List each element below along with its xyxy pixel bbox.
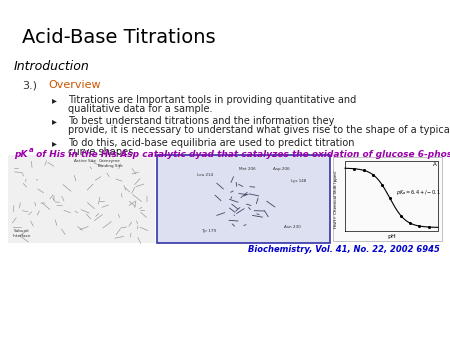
Text: A: A (433, 162, 437, 167)
Text: Active Site: Active Site (74, 159, 96, 163)
Text: Titrations are Important tools in providing quantitative and: Titrations are Important tools in provid… (68, 95, 356, 105)
Text: of His in the His·Asp catalytic dyad that catalyzes the oxidation of glucose 6-p: of His in the His·Asp catalytic dyad tha… (33, 150, 450, 159)
Text: Lys 148: Lys 148 (291, 179, 306, 183)
Text: a: a (29, 147, 34, 153)
Text: ▸: ▸ (52, 138, 57, 148)
Text: ▸: ▸ (52, 95, 57, 105)
Text: Acid-Base Titrations: Acid-Base Titrations (22, 28, 216, 47)
Text: ▸: ▸ (52, 116, 57, 126)
Text: pH: pH (387, 234, 396, 239)
Bar (8, 155, 155, 243)
Text: To best understand titrations and the information they: To best understand titrations and the in… (68, 116, 334, 126)
Text: Coenzyme
Binding Site: Coenzyme Binding Site (98, 159, 122, 168)
Text: qualitative data for a sample.: qualitative data for a sample. (68, 104, 212, 114)
Text: HisH+ Chemical Shift (ppm): HisH+ Chemical Shift (ppm) (334, 170, 338, 228)
Text: pK: pK (14, 150, 27, 159)
Text: Met 206: Met 206 (238, 167, 255, 171)
Text: Asp 206: Asp 206 (273, 167, 290, 171)
Text: Introduction: Introduction (14, 60, 90, 73)
Text: curve shapes.: curve shapes. (68, 147, 136, 157)
Text: Subunit
Interface: Subunit Interface (13, 229, 31, 238)
Text: provide, it is necessary to understand what gives rise to the shape of a typical: provide, it is necessary to understand w… (68, 125, 450, 135)
Bar (333, 157, 442, 241)
Text: 3.): 3.) (22, 80, 37, 90)
Text: Leu 214: Leu 214 (198, 173, 213, 177)
Text: To do this, acid-base equilibria are used to predict titration: To do this, acid-base equilibria are use… (68, 138, 355, 148)
Text: $pK_a = 6.4 +/- 0.1$: $pK_a = 6.4 +/- 0.1$ (396, 188, 441, 197)
Bar (157, 155, 330, 243)
Text: Overview: Overview (48, 80, 101, 90)
Text: Biochemistry, Vol. 41, No. 22, 2002 6945: Biochemistry, Vol. 41, No. 22, 2002 6945 (248, 245, 440, 254)
Text: Asn 230: Asn 230 (284, 225, 300, 229)
Text: Tyr 179: Tyr 179 (201, 229, 216, 233)
